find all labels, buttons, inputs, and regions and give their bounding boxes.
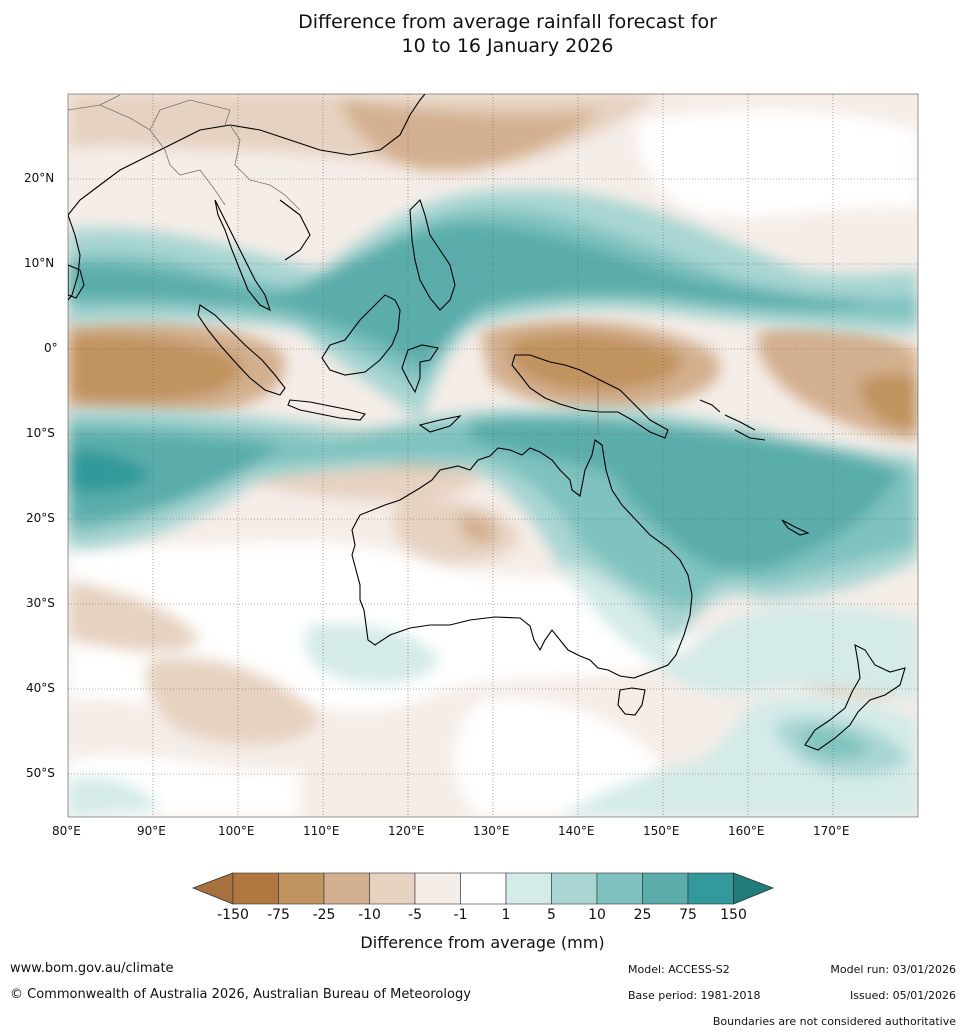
lon-label-130e: 130°E <box>473 824 510 838</box>
australia-coast <box>351 439 693 679</box>
lat-label-20n: 20°N <box>24 171 55 185</box>
colorbar-swatch <box>232 872 279 905</box>
borneo-coast <box>321 294 401 376</box>
lat-label-10n: 10°N <box>24 256 55 270</box>
colorbar-swatch <box>596 872 643 905</box>
colorbar-title: Difference from average (mm) <box>360 933 605 952</box>
timor-coast <box>418 415 462 433</box>
lon-label-90e: 90°E <box>137 824 166 838</box>
colorbar-label: -150 <box>217 907 249 923</box>
new-zealand-coast <box>804 644 906 751</box>
lon-label-120e: 120°E <box>388 824 425 838</box>
colorbar <box>191 872 775 905</box>
philippines-coast <box>409 198 456 311</box>
colorbar-low-extend <box>191 872 234 905</box>
lat-label-10s: 10°S <box>26 426 55 440</box>
colorbar-swatch <box>369 872 416 905</box>
new-caledonia-coast <box>781 519 810 536</box>
colorbar-swatch <box>687 872 734 905</box>
colorbar-label: -5 <box>408 907 422 923</box>
tasmania-coast <box>617 687 646 716</box>
colorbar-label: -75 <box>267 907 290 923</box>
map-title-line2: 10 to 16 January 2026 <box>401 35 614 57</box>
colorbar-swatch <box>505 872 552 905</box>
lat-label-20s: 20°S <box>26 511 55 525</box>
boundaries-disclaimer: Boundaries are not considered authoritat… <box>712 1015 956 1028</box>
lat-label-equator: 0° <box>44 341 58 355</box>
java-coast <box>287 399 366 421</box>
colorbar-label: 150 <box>720 907 747 923</box>
lat-label-50s: 50°S <box>26 766 55 780</box>
issued-date: Issued: 05/01/2026 <box>849 989 956 1002</box>
model-name: Model: ACCESS-S2 <box>628 963 730 976</box>
dry-anomaly-regions <box>68 94 918 744</box>
lon-label-110e: 110°E <box>303 824 340 838</box>
map-title-line1: Difference from average rainfall forecas… <box>298 11 717 33</box>
country-boundaries <box>68 94 599 435</box>
new-guinea-coast <box>511 354 669 439</box>
solomon-islands-coast <box>699 399 766 441</box>
lon-label-160e: 160°E <box>728 824 765 838</box>
colorbar-label: 25 <box>633 907 652 923</box>
copyright-notice: © Commonwealth of Australia 2026, Austra… <box>10 987 471 1002</box>
lon-label-140e: 140°E <box>558 824 595 838</box>
colorbar-label: -25 <box>312 907 336 923</box>
base-period: Base period: 1981-2018 <box>628 989 761 1002</box>
lon-label-170e: 170°E <box>813 824 850 838</box>
colorbar-swatch <box>460 872 507 905</box>
sulawesi-coast <box>401 344 439 394</box>
colorbar-label: 1 <box>501 907 511 923</box>
colorbar-label: -1 <box>453 907 468 923</box>
model-run-date: Model run: 03/01/2026 <box>830 963 956 976</box>
colorbar-high-extend <box>733 872 775 905</box>
lon-label-100e: 100°E <box>218 824 255 838</box>
sumatra-coast <box>197 304 286 396</box>
lon-label-80e: 80°E <box>52 824 81 838</box>
colorbar-swatch <box>278 872 325 905</box>
mainland-asia-coast <box>68 94 426 312</box>
colorbar-swatch <box>414 872 461 905</box>
colorbar-label: 75 <box>679 907 697 923</box>
lat-label-30s: 30°S <box>26 596 55 610</box>
lat-label-40s: 40°S <box>26 681 55 695</box>
website-link[interactable]: www.bom.gov.au/climate <box>10 961 174 976</box>
map-frame <box>67 93 919 818</box>
colorbar-label: -10 <box>358 907 381 923</box>
colorbar-label: 10 <box>588 907 606 923</box>
graticule <box>68 94 918 817</box>
wet-anomaly-regions <box>68 188 918 817</box>
lon-label-150e: 150°E <box>643 824 680 838</box>
coastlines <box>68 94 906 751</box>
colorbar-swatch <box>323 872 370 905</box>
colorbar-label: 5 <box>547 907 556 923</box>
colorbar-swatch <box>642 872 689 905</box>
colorbar-swatch <box>551 872 598 905</box>
sri-lanka-coast <box>68 264 85 299</box>
